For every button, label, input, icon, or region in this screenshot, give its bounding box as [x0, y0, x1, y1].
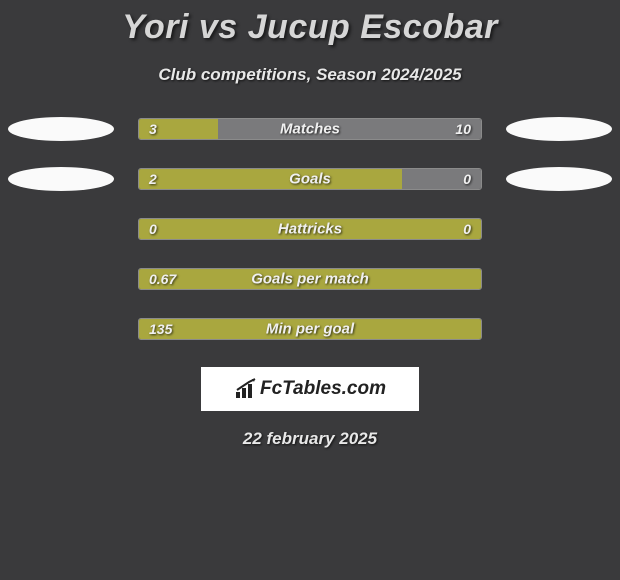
stat-row: Goals 2 0 — [0, 167, 620, 191]
stat-row: Min per goal 135 — [0, 317, 620, 341]
bar-left-segment — [139, 169, 402, 189]
stat-left-value: 0.67 — [149, 271, 176, 287]
stat-label: Min per goal — [266, 321, 354, 338]
stat-left-value: 0 — [149, 221, 157, 237]
page-title: Yori vs Jucup Escobar — [0, 8, 620, 47]
stat-label: Goals — [289, 171, 331, 188]
player-left-badge — [8, 167, 114, 191]
logo-box[interactable]: FcTables.com — [201, 367, 419, 411]
bar-right-segment — [218, 119, 481, 139]
date-label: 22 february 2025 — [0, 429, 620, 449]
stat-left-value: 2 — [149, 171, 157, 187]
comparison-widget: Yori vs Jucup Escobar Club competitions,… — [0, 0, 620, 449]
stat-bar: Goals 2 0 — [138, 168, 482, 190]
stat-bar: Min per goal 135 — [138, 318, 482, 340]
stat-left-value: 135 — [149, 321, 172, 337]
logo-text: FcTables.com — [260, 378, 386, 400]
stat-label: Hattricks — [278, 221, 342, 238]
stat-label: Matches — [280, 121, 340, 138]
stat-bar: Matches 3 10 — [138, 118, 482, 140]
logo: FcTables.com — [234, 378, 386, 400]
stat-left-value: 3 — [149, 121, 157, 137]
chart-icon — [234, 378, 258, 400]
stat-label: Goals per match — [251, 271, 369, 288]
subtitle: Club competitions, Season 2024/2025 — [0, 65, 620, 85]
stat-right-value: 0 — [463, 171, 471, 187]
stat-rows: Matches 3 10 Goals 2 0 Hattricks 0 0 Goals per ma… — [0, 117, 620, 341]
stat-row: Hattricks 0 0 — [0, 217, 620, 241]
stat-row: Goals per match 0.67 — [0, 267, 620, 291]
stat-bar: Hattricks 0 0 — [138, 218, 482, 240]
stat-row: Matches 3 10 — [0, 117, 620, 141]
stat-right-value: 0 — [463, 221, 471, 237]
player-right-badge — [506, 167, 612, 191]
stat-right-value: 10 — [455, 121, 471, 137]
player-right-badge — [506, 117, 612, 141]
player-left-badge — [8, 117, 114, 141]
stat-bar: Goals per match 0.67 — [138, 268, 482, 290]
